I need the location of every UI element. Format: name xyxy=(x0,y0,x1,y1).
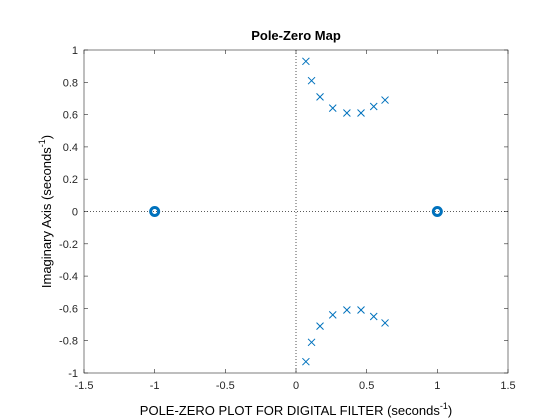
chart-title: Pole-Zero Map xyxy=(251,28,341,43)
pole-marker xyxy=(302,57,310,66)
pole-marker xyxy=(343,109,351,117)
data-marks xyxy=(149,57,443,366)
x-tick-label: -1.5 xyxy=(75,380,94,392)
pole-marker xyxy=(316,92,324,101)
x-axis-label: POLE-ZERO PLOT FOR DIGITAL FILTER (secon… xyxy=(140,401,452,418)
y-tick-label: 0.6 xyxy=(63,110,78,122)
y-tick-label: -0.6 xyxy=(59,303,78,315)
pole-marker xyxy=(328,104,337,112)
pole-marker xyxy=(381,319,389,327)
pole-marker xyxy=(357,109,365,117)
pole-marker xyxy=(328,311,337,319)
x-tick-label: 1.5 xyxy=(500,380,515,392)
y-tick-label: -0.4 xyxy=(59,271,78,283)
pole-marker xyxy=(357,306,365,314)
y-tick-label: -0.2 xyxy=(59,239,78,251)
y-tick-label: 0 xyxy=(72,207,78,219)
pole-marker xyxy=(316,322,324,331)
pole-marker xyxy=(381,96,389,104)
axis-ticks: -1.5 -1 -0.5 0 0.5 1 1.5-1-0.8-0.6-0.4-0.200.2… xyxy=(59,45,516,392)
y-tick-label: 1 xyxy=(72,45,78,57)
pole-marker xyxy=(369,312,378,321)
zero-marker xyxy=(149,206,161,217)
x-tick-label: 1 xyxy=(434,380,440,392)
pole-marker xyxy=(369,102,378,111)
x-tick-label: 0.5 xyxy=(359,380,374,392)
y-tick-label: 0.4 xyxy=(63,142,78,154)
x-tick-label: -0.5 xyxy=(216,380,235,392)
zero-marker xyxy=(431,206,443,217)
pole-marker xyxy=(307,338,316,347)
y-tick-label: 0.2 xyxy=(63,174,78,186)
y-axis-label: Imaginary Axis (seconds-1) xyxy=(37,135,54,288)
x-tick-label: 0 xyxy=(293,380,299,392)
pole-marker xyxy=(307,76,316,85)
x-tick-label: -1 xyxy=(150,380,160,392)
pole-marker xyxy=(343,306,351,314)
y-tick-label: -0.8 xyxy=(59,336,78,348)
pole-marker xyxy=(302,357,310,366)
plot-area xyxy=(83,49,509,374)
y-tick-label: 0.8 xyxy=(63,77,78,89)
y-tick-label: -1 xyxy=(68,368,78,380)
